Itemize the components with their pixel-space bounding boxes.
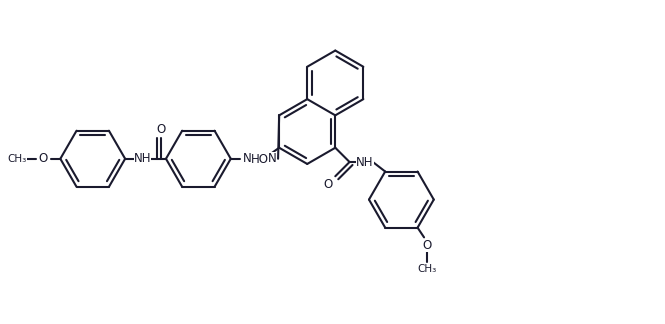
Text: NH: NH: [356, 156, 374, 168]
Text: O: O: [323, 178, 332, 191]
Text: NH: NH: [134, 152, 152, 165]
Text: CH₃: CH₃: [418, 264, 437, 274]
Text: N: N: [268, 152, 277, 165]
Text: CH₃: CH₃: [7, 154, 27, 164]
Text: HO: HO: [251, 153, 269, 166]
Text: O: O: [156, 123, 166, 136]
Text: O: O: [38, 152, 47, 165]
Text: N: N: [243, 152, 251, 165]
Text: O: O: [423, 239, 432, 252]
